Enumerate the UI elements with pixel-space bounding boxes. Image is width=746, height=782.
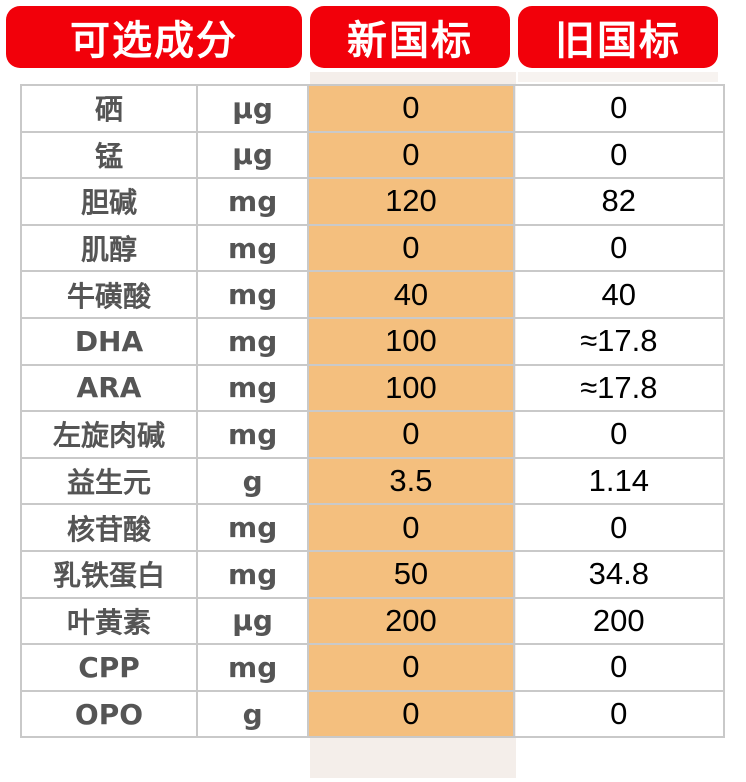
- table-row: DHA mg 100 ≈17.8: [20, 316, 726, 366]
- ingredient-name-cell: 锰: [20, 130, 198, 180]
- old-standard-value-cell: 0: [512, 643, 726, 692]
- new-standard-value-cell: 3.5: [307, 456, 515, 506]
- table-row: 胆碱 mg 120 82: [20, 177, 726, 226]
- old-standard-value-cell: 34.8: [512, 549, 726, 599]
- unit-cell: μg: [195, 130, 310, 180]
- ingredient-name-cell: 硒: [20, 84, 198, 133]
- new-standard-value-cell: 0: [307, 410, 515, 459]
- new-standard-value-cell: 40: [307, 270, 515, 319]
- table-row: 益生元 g 3.5 1.14: [20, 456, 726, 506]
- ingredient-name-cell: 乳铁蛋白: [20, 549, 198, 599]
- unit-cell: mg: [195, 503, 310, 552]
- old-standard-value-cell: 0: [512, 503, 726, 552]
- unit-cell: mg: [195, 410, 310, 459]
- new-standard-value-cell: 0: [307, 643, 515, 692]
- table-row: 硒 μg 0 0: [20, 84, 726, 133]
- unit-cell: μg: [195, 84, 310, 133]
- table-row: 锰 μg 0 0: [20, 130, 726, 180]
- new-standard-value-cell: 0: [307, 130, 515, 180]
- unit-cell: μg: [195, 596, 310, 646]
- old-standard-value-cell: 0: [512, 410, 726, 459]
- unit-cell: mg: [195, 270, 310, 319]
- new-standard-value-cell: 0: [307, 503, 515, 552]
- unit-cell: mg: [195, 316, 310, 366]
- ingredient-name-cell: ARA: [20, 363, 198, 413]
- new-standard-value-cell: 0: [307, 223, 515, 273]
- old-standard-value-cell: 0: [512, 689, 726, 739]
- old-standard-value-cell: 0: [512, 84, 726, 133]
- unit-cell: g: [195, 456, 310, 506]
- old-standard-value-cell: 1.14: [512, 456, 726, 506]
- table-row: 肌醇 mg 0 0: [20, 223, 726, 273]
- ingredient-name-cell: 牛磺酸: [20, 270, 198, 319]
- new-standard-value-cell: 100: [307, 363, 515, 413]
- new-standard-value-cell: 100: [307, 316, 515, 366]
- table-row: CPP mg 0 0: [20, 643, 726, 692]
- new-standard-value-cell: 0: [307, 689, 515, 739]
- table-row: ARA mg 100 ≈17.8: [20, 363, 726, 413]
- ingredients-table: 硒 μg 0 0 锰 μg 0 0 胆碱 mg 120 82 肌醇 mg 0 0 牛磺酸 mg 40 40 DHA mg 1…: [20, 84, 726, 739]
- ingredient-name-cell: 核苷酸: [20, 503, 198, 552]
- old-column-background: [518, 72, 718, 82]
- table-row: 核苷酸 mg 0 0: [20, 503, 726, 552]
- old-standard-value-cell: 200: [512, 596, 726, 646]
- table-body: 硒 μg 0 0 锰 μg 0 0 胆碱 mg 120 82 肌醇 mg 0 0 牛磺酸 mg 40 40 DHA mg 1…: [20, 84, 726, 739]
- ingredient-name-cell: 益生元: [20, 456, 198, 506]
- unit-cell: mg: [195, 223, 310, 273]
- table-row: 牛磺酸 mg 40 40: [20, 270, 726, 319]
- ingredient-name-cell: 肌醇: [20, 223, 198, 273]
- new-standard-value-cell: 50: [307, 549, 515, 599]
- header-new-standard: 新国标: [310, 6, 510, 68]
- old-standard-value-cell: 40: [512, 270, 726, 319]
- new-standard-value-cell: 120: [307, 177, 515, 226]
- ingredient-name-cell: DHA: [20, 316, 198, 366]
- unit-cell: mg: [195, 363, 310, 413]
- new-standard-value-cell: 200: [307, 596, 515, 646]
- old-standard-value-cell: 82: [512, 177, 726, 226]
- ingredient-name-cell: 叶黄素: [20, 596, 198, 646]
- header-old-standard: 旧国标: [518, 6, 718, 68]
- header-optional-ingredients: 可选成分: [6, 6, 302, 68]
- table-row: 叶黄素 μg 200 200: [20, 596, 726, 646]
- old-standard-value-cell: ≈17.8: [512, 363, 726, 413]
- ingredient-name-cell: 左旋肉碱: [20, 410, 198, 459]
- table-row: 左旋肉碱 mg 0 0: [20, 410, 726, 459]
- ingredient-name-cell: CPP: [20, 643, 198, 692]
- unit-cell: mg: [195, 549, 310, 599]
- unit-cell: g: [195, 689, 310, 739]
- new-standard-value-cell: 0: [307, 84, 515, 133]
- old-standard-value-cell: ≈17.8: [512, 316, 726, 366]
- table-row: 乳铁蛋白 mg 50 34.8: [20, 549, 726, 599]
- unit-cell: mg: [195, 177, 310, 226]
- ingredient-name-cell: 胆碱: [20, 177, 198, 226]
- old-standard-value-cell: 0: [512, 130, 726, 180]
- old-standard-value-cell: 0: [512, 223, 726, 273]
- ingredient-name-cell: OPO: [20, 689, 198, 739]
- unit-cell: mg: [195, 643, 310, 692]
- table-row: OPO g 0 0: [20, 689, 726, 739]
